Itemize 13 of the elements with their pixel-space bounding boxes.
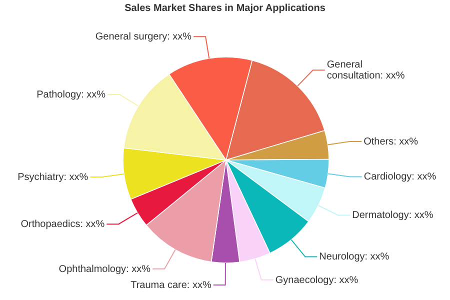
slice-label: Pathology: xx%: [36, 89, 106, 100]
slice-label: Psychiatry: xx%: [18, 172, 88, 183]
chart-title: Sales Market Shares in Major Applications: [124, 3, 326, 14]
slice-label: Trauma care: xx%: [130, 280, 212, 291]
slice-label: Neurology: xx%: [319, 251, 390, 262]
slice-label: Ophthalmology: xx%: [58, 263, 151, 274]
slice-label: Orthopaedics: xx%: [20, 218, 105, 230]
slice-label: Dermatology: xx%: [352, 210, 434, 221]
slice-label: General consultation: xx%: [326, 59, 405, 82]
slice-label: Others: xx%: [364, 136, 418, 148]
slice-label: General surgery: xx%: [95, 31, 192, 42]
slice-label: Cardiology: xx%: [364, 171, 436, 182]
slice-label: Gynaecology: xx%: [275, 274, 358, 286]
